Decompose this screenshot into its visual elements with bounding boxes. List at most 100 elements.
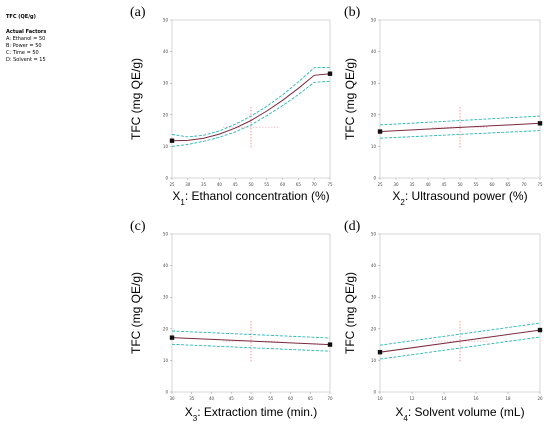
x-tick-label: 18 [505, 396, 511, 401]
y-axis-label: TFC (mg QE/g) [129, 58, 143, 140]
x-tick-label: 60 [288, 396, 294, 401]
y-tick-label: 40 [163, 263, 169, 268]
ci-upper-line [171, 330, 331, 339]
y-tick-label: 40 [163, 49, 169, 54]
x-tick-label: 70 [327, 396, 333, 401]
fit-line [379, 329, 541, 353]
plot-frame [379, 19, 541, 179]
x-tick-label: 65 [505, 182, 511, 187]
x-tick-label: 30 [185, 182, 191, 187]
x-axis-label: X4: Solvent volume (mL) [395, 405, 524, 423]
x-tick-label: 50 [248, 396, 254, 401]
ci-upper-line [171, 66, 331, 138]
x-tick-label: 10 [377, 396, 383, 401]
x-tick-label: 65 [308, 396, 314, 401]
y-tick-label: 50 [371, 18, 377, 23]
chart-panel-d: (d) 0 10 20 30 40 50 10 12 14 16 18 20 TFC (mg QE/g) X… [342, 214, 550, 432]
x-tick-label: 75 [537, 182, 543, 187]
design-point [327, 342, 333, 347]
x-tick-label: 40 [209, 396, 215, 401]
factor-sidebar: TFC (QE/g) Actual Factors A: Ethanol = 5… [6, 14, 116, 64]
x-tick-label: 40 [217, 182, 223, 187]
chart-svg: (a) 0 10 20 30 40 50 25 30 35 40 45 50 55 60 65 70 75 TFC … [129, 5, 333, 207]
x-tick-label: 35 [409, 182, 415, 187]
fit-line [171, 73, 331, 142]
design-point [377, 349, 383, 355]
fit-line [379, 122, 541, 132]
x-tick-label: 25 [169, 182, 175, 187]
y-tick-label: 20 [371, 326, 377, 331]
x-tick-label: 55 [473, 182, 479, 187]
x-tick-label: 12 [409, 396, 415, 401]
x-tick-label: 35 [201, 182, 207, 187]
y-tick-label: 10 [371, 358, 377, 363]
chart-svg: (b) 0 10 20 30 40 50 25 30 35 40 45 50 55 60 65 70 75 TFC … [343, 5, 543, 207]
x-tick-label: 50 [248, 182, 254, 187]
y-tick-label: 20 [371, 112, 377, 117]
factor-ethanol: A: Ethanol = 50 [6, 36, 46, 42]
ci-lower-line [379, 130, 541, 139]
ci-lower-line [171, 343, 331, 352]
y-tick-label: 50 [163, 18, 169, 23]
panel-label: (b) [344, 5, 361, 20]
y-tick-label: 30 [163, 295, 169, 300]
x-tick-label: 45 [441, 182, 447, 187]
y-tick-label: 10 [163, 358, 169, 363]
fit-line [171, 337, 331, 346]
x-tick-label: 55 [268, 396, 274, 401]
x-tick-label: 35 [189, 396, 195, 401]
panel-label: (d) [344, 219, 361, 234]
y-tick-label: 0 [165, 390, 168, 395]
x-tick-label: 16 [473, 396, 479, 401]
y-tick-label: 30 [371, 295, 377, 300]
y-tick-label: 0 [373, 176, 376, 181]
y-tick-label: 20 [163, 112, 169, 117]
plot-frame [171, 233, 331, 393]
factor-power: B: Power = 50 [6, 43, 42, 49]
x-tick-label: 70 [312, 182, 318, 187]
design-point [169, 335, 175, 340]
panel-label: (c) [130, 219, 146, 234]
response-title: TFC (QE/g) [6, 14, 36, 20]
y-tick-label: 40 [371, 263, 377, 268]
x-tick-label: 65 [296, 182, 302, 187]
design-point [537, 327, 543, 333]
x-tick-label: 50 [457, 182, 463, 187]
x-tick-label: 45 [233, 182, 239, 187]
y-tick-label: 40 [371, 49, 377, 54]
chart-panel-a: (a) 0 10 20 30 40 50 25 30 35 40 45 50 55 60 65 70 75 TFC … [128, 0, 340, 214]
y-tick-label: 50 [163, 232, 169, 237]
y-tick-label: 50 [371, 232, 377, 237]
design-point [537, 121, 543, 126]
y-tick-label: 0 [165, 176, 168, 181]
x-tick-label: 60 [280, 182, 286, 187]
x-tick-label: 30 [169, 396, 175, 401]
chart-panel-b: (b) 0 10 20 30 40 50 25 30 35 40 45 50 55 60 65 70 75 TFC … [342, 0, 550, 214]
x-tick-label: 30 [393, 182, 399, 187]
y-tick-label: 10 [371, 144, 377, 149]
x-tick-label: 20 [537, 396, 543, 401]
y-tick-label: 30 [163, 81, 169, 86]
design-point [327, 71, 333, 76]
y-tick-label: 30 [371, 81, 377, 86]
x-tick-label: 55 [264, 182, 270, 187]
x-tick-label: 14 [441, 396, 447, 401]
y-axis-label: TFC (mg QE/g) [343, 272, 357, 354]
y-tick-label: 20 [163, 326, 169, 331]
factors-heading: Actual Factors [6, 29, 47, 35]
x-axis-label: X1: Ethanol concentration (%) [172, 189, 329, 207]
plot-frame [171, 19, 331, 179]
ci-upper-line [379, 115, 541, 126]
x-tick-label: 40 [425, 182, 431, 187]
x-tick-label: 25 [377, 182, 383, 187]
chart-panel-c: (c) 0 10 20 30 40 50 30 35 40 45 50 55 60 65 70 TFC (mg … [128, 214, 340, 432]
x-tick-label: 70 [521, 182, 527, 187]
ci-lower-line [171, 80, 331, 147]
factor-time: C: Time = 50 [6, 50, 39, 56]
y-axis-label: TFC (mg QE/g) [343, 58, 357, 140]
design-point [169, 138, 175, 143]
panel-label: (a) [130, 5, 146, 20]
x-tick-label: 60 [489, 182, 495, 187]
plot-frame [379, 233, 541, 393]
